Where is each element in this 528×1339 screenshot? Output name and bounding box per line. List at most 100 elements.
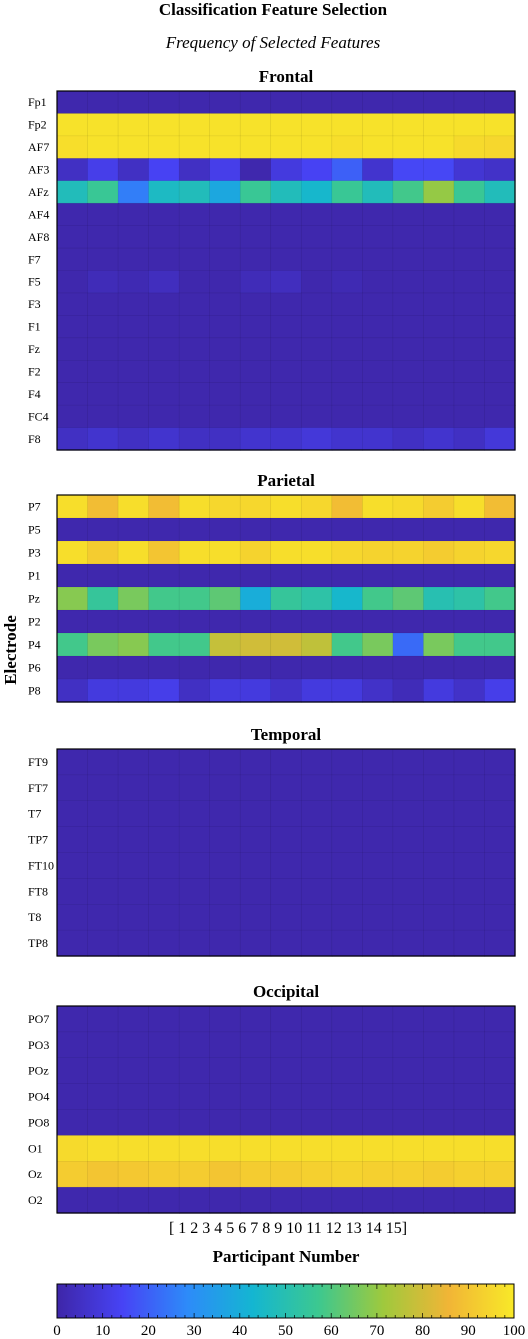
heatmap-cell xyxy=(87,564,119,588)
heatmap-cell xyxy=(423,564,455,588)
heatmap-cell xyxy=(87,225,119,249)
heatmap-cell xyxy=(209,1109,241,1136)
heatmap-cell xyxy=(148,518,180,542)
heatmap-cell xyxy=(87,633,119,657)
heatmap-cell xyxy=(453,518,486,542)
heatmap-cell xyxy=(453,656,486,680)
heatmap-cell xyxy=(453,315,486,339)
heatmap-cell xyxy=(87,405,119,429)
colorbar-tick-label: 100 xyxy=(503,1323,526,1339)
heatmap-cell xyxy=(209,610,241,634)
heatmap-cell xyxy=(240,203,272,227)
heatmap-cell xyxy=(179,1135,211,1162)
heatmap-cell xyxy=(57,91,89,115)
heatmap-cell xyxy=(240,270,272,294)
heatmap-cell xyxy=(118,360,150,384)
heatmap-cell xyxy=(270,518,302,542)
heatmap-cell xyxy=(148,852,180,879)
heatmap-cell xyxy=(179,360,211,384)
heatmap-cell xyxy=(453,158,486,182)
heatmap-cell xyxy=(301,1083,333,1111)
heatmap-cell xyxy=(87,1161,119,1188)
heatmap-cell xyxy=(331,337,363,361)
heatmap-cell xyxy=(270,248,302,272)
heatmap-cell xyxy=(331,826,363,854)
heatmap-cell xyxy=(301,405,333,429)
heatmap-cell xyxy=(270,427,302,451)
heatmap-cell xyxy=(453,225,486,249)
heatmap-cell xyxy=(87,852,119,879)
heatmap-cell xyxy=(423,633,455,657)
heatmap-cell xyxy=(179,587,211,611)
electrode-label: TP8 xyxy=(28,936,48,950)
heatmap-cell xyxy=(331,541,363,565)
electrode-label: P3 xyxy=(28,546,41,560)
electrode-label: AF4 xyxy=(28,207,49,221)
electrode-label: P4 xyxy=(28,638,41,652)
heatmap-cell xyxy=(362,679,394,703)
heatmap-cell xyxy=(240,360,272,384)
heatmap-cell xyxy=(453,135,486,159)
heatmap-cell xyxy=(179,248,211,272)
heatmap-cell xyxy=(240,91,272,115)
heatmap-cell xyxy=(484,225,516,249)
heatmap-cell xyxy=(270,800,302,828)
heatmap-cell xyxy=(392,541,424,565)
heatmap-cell xyxy=(57,878,89,905)
heatmap-cell xyxy=(87,1006,119,1033)
heatmap-cell xyxy=(362,610,394,634)
heatmap-cell xyxy=(57,633,89,657)
heatmap-cell xyxy=(331,248,363,272)
heatmap-cell xyxy=(209,656,241,680)
heatmap-cell xyxy=(240,427,272,451)
heatmap-cell xyxy=(179,405,211,429)
heatmap-cell xyxy=(484,1187,516,1214)
heatmap-cell xyxy=(423,800,455,828)
heatmap-cell xyxy=(362,158,394,182)
heatmap-cell xyxy=(362,382,394,406)
electrode-label: AFz xyxy=(28,185,49,199)
heatmap-cell xyxy=(148,610,180,634)
heatmap-cell xyxy=(209,315,241,339)
heatmap-cell xyxy=(484,1083,516,1111)
heatmap-cell xyxy=(148,564,180,588)
heatmap-cell xyxy=(270,360,302,384)
heatmap-cell xyxy=(209,360,241,384)
heatmap-cell xyxy=(87,248,119,272)
heatmap-cell xyxy=(270,930,302,957)
heatmap-cell xyxy=(57,774,89,802)
heatmap-cell xyxy=(240,656,272,680)
heatmap-cell xyxy=(362,315,394,339)
heatmap-cell xyxy=(484,292,516,316)
heatmap-cell xyxy=(240,1135,272,1162)
heatmap-cell xyxy=(179,1006,211,1033)
heatmap-cell xyxy=(453,930,486,957)
heatmap-cell xyxy=(240,180,272,204)
heatmap-cell xyxy=(57,1109,89,1136)
heatmap-cell xyxy=(240,1109,272,1136)
heatmap-cell xyxy=(57,826,89,854)
electrode-label: FT8 xyxy=(28,884,48,898)
heatmap-cell xyxy=(118,382,150,406)
heatmap-cell xyxy=(362,904,394,931)
heatmap-cell xyxy=(484,564,516,588)
electrode-label: F1 xyxy=(28,320,41,334)
heatmap-cell xyxy=(87,382,119,406)
heatmap-cell xyxy=(362,518,394,542)
heatmap-cell xyxy=(118,800,150,828)
heatmap-cell xyxy=(270,904,302,931)
heatmap-cell xyxy=(209,382,241,406)
heatmap-cell xyxy=(118,826,150,854)
heatmap-cell xyxy=(362,292,394,316)
heatmap-cell xyxy=(118,852,150,879)
heatmap-cell xyxy=(57,135,89,159)
heatmap-cell xyxy=(209,930,241,957)
heatmap-cell xyxy=(331,405,363,429)
heatmap-cell xyxy=(270,656,302,680)
heatmap-cell xyxy=(392,113,424,137)
heatmap-cell xyxy=(57,587,89,611)
heatmap-cell xyxy=(57,427,89,451)
heatmap-cell xyxy=(453,180,486,204)
heatmap-cell xyxy=(301,292,333,316)
heatmap-cell xyxy=(392,564,424,588)
